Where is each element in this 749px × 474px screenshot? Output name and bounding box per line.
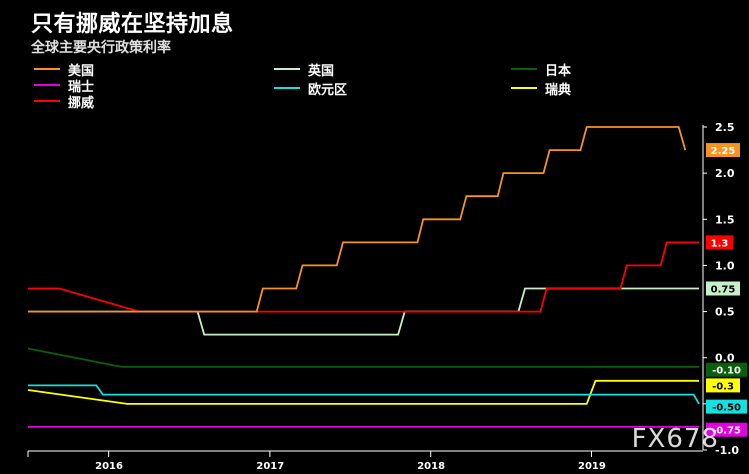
- end-label-box-swiss: [706, 422, 747, 437]
- legend-swatch-sweden: [511, 87, 537, 89]
- legend-swatch-japan: [511, 68, 537, 70]
- end-label-uk: 0.75: [711, 285, 736, 296]
- end-label-box-euro: [706, 399, 747, 414]
- y-tick-label: -1.0: [715, 444, 739, 457]
- end-label-box-norway: [706, 235, 733, 250]
- legend-label-usa: 美国: [68, 63, 95, 79]
- legend-item-japan: 日本: [511, 61, 572, 79]
- legend-swatch-euro: [274, 87, 300, 89]
- x-tick-label: 2019: [578, 461, 606, 472]
- end-label-box-usa: [706, 143, 740, 158]
- legend-item-uk: 英国: [274, 61, 335, 79]
- watermark: FX678: [631, 424, 719, 454]
- x-tick-label: 2018: [417, 461, 445, 472]
- legend-label-euro: 欧元区: [308, 82, 348, 98]
- legend-label-norway: 挪威: [68, 95, 95, 111]
- end-label-box-uk: [706, 281, 740, 296]
- legend-item-euro: 欧元区: [274, 80, 348, 98]
- legend-swatch-norway: [34, 100, 60, 102]
- series-line-usa: [28, 126, 687, 313]
- chart-subtitle: 全球主要央行政策利率: [31, 40, 171, 56]
- end-label-swiss: -0.75: [712, 426, 741, 437]
- legend-label-sweden: 瑞典: [545, 82, 572, 98]
- series-line-japan: [27, 347, 699, 368]
- legend-swatch-uk: [274, 68, 300, 70]
- end-label-usa: 2.25: [711, 146, 736, 157]
- end-label-japan: -0.10: [712, 366, 741, 377]
- end-label-euro: -0.50: [712, 403, 741, 414]
- x-tick-label: 2016: [95, 461, 123, 472]
- y-tick-label: 1.0: [715, 259, 735, 272]
- y-tick-label: 2.5: [715, 121, 735, 134]
- end-label-norway: 1.3: [711, 238, 729, 249]
- legend-item-sweden: 瑞典: [511, 80, 572, 98]
- legend-item-usa: 美国: [34, 61, 95, 79]
- legend-item-swiss: 瑞士: [34, 77, 95, 95]
- series-line-norway: [28, 241, 699, 313]
- chart-title: 只有挪威在坚持加息: [31, 12, 234, 37]
- legend-label-japan: 日本: [545, 63, 572, 79]
- y-tick-label: 0.0: [715, 352, 735, 365]
- end-label-box-sweden: [706, 378, 740, 393]
- series-line-euro: [28, 384, 700, 405]
- series-line-uk: [28, 287, 699, 336]
- x-tick-label: 2017: [256, 461, 284, 472]
- legend-label-uk: 英国: [308, 63, 335, 79]
- end-label-sweden: -0.3: [712, 381, 734, 392]
- legend-item-norway: 挪威: [34, 93, 95, 111]
- y-tick-label: 2.0: [715, 167, 735, 180]
- y-tick-label: 0.5: [715, 306, 735, 319]
- legend-swatch-usa: [34, 68, 60, 70]
- legend-swatch-swiss: [34, 84, 60, 86]
- y-tick-label: 1.5: [715, 213, 735, 226]
- series-line-sweden: [27, 379, 699, 405]
- legend-label-swiss: 瑞士: [68, 79, 95, 95]
- end-label-box-japan: [706, 362, 747, 377]
